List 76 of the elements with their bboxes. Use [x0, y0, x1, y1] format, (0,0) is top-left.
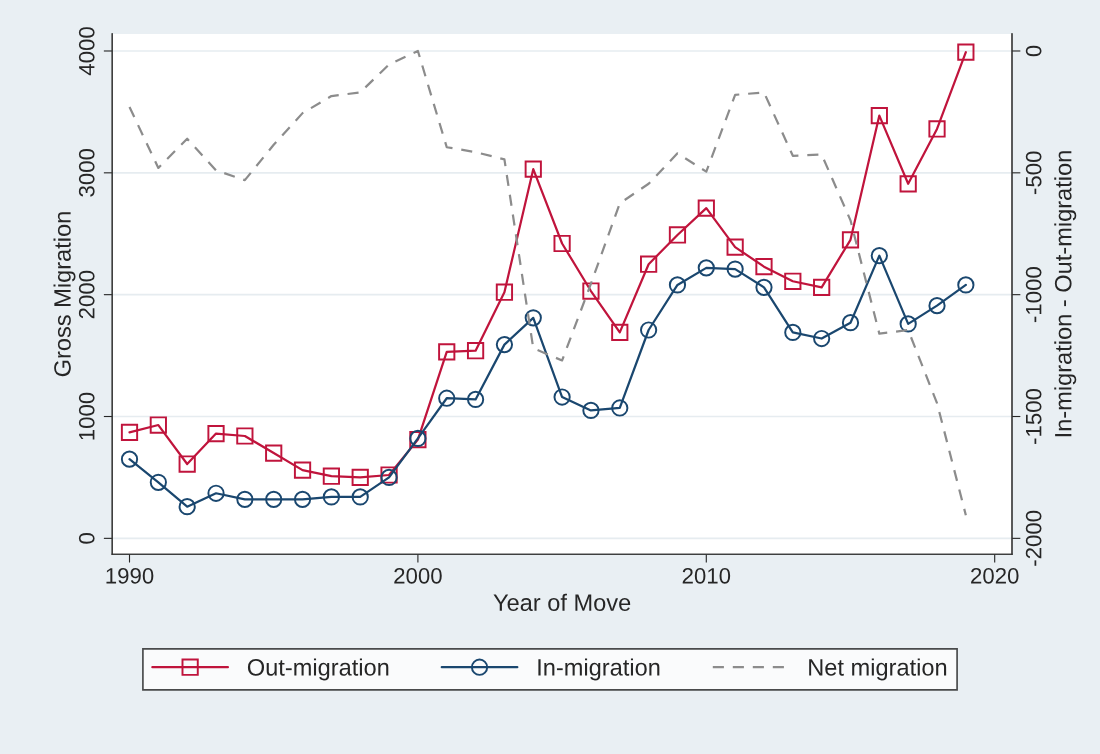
point	[611, 399, 629, 417]
y2-axis-title: In-migration - Out-migration	[1054, 151, 1077, 437]
point	[899, 175, 917, 193]
x-tick-label: 2000	[394, 567, 442, 584]
point	[524, 160, 542, 178]
legend-label: In-migration	[538, 658, 660, 681]
point	[755, 258, 773, 276]
point	[178, 455, 196, 473]
point	[120, 450, 139, 468]
point	[870, 106, 888, 125]
point	[697, 199, 715, 217]
legend-label: Out-migration	[247, 658, 389, 681]
y-tick-label: 3000	[78, 148, 95, 197]
point	[236, 427, 254, 445]
point	[293, 461, 312, 479]
point	[466, 390, 485, 409]
point	[120, 423, 139, 441]
point	[640, 321, 658, 339]
y2-tick-label: 0	[1025, 45, 1042, 57]
point	[726, 260, 744, 278]
point	[668, 276, 687, 294]
point	[236, 490, 254, 508]
x-axis-title: Year of Move	[493, 593, 631, 611]
point	[265, 490, 283, 508]
point	[466, 342, 485, 360]
point	[207, 424, 225, 443]
y-tick-label: 4000	[78, 27, 95, 76]
point	[438, 389, 456, 407]
point	[322, 467, 340, 485]
point	[495, 283, 514, 301]
point	[784, 272, 802, 290]
point	[207, 484, 225, 502]
point	[726, 238, 744, 256]
point	[553, 388, 571, 406]
point	[668, 226, 687, 244]
point	[870, 247, 888, 265]
y2-tick-label: -1500	[1025, 388, 1042, 444]
x-tick-label: 1990	[106, 567, 154, 584]
point	[928, 297, 946, 315]
point	[178, 498, 196, 516]
point	[640, 255, 658, 273]
point	[697, 259, 715, 277]
point	[438, 343, 456, 361]
point	[784, 323, 802, 342]
point	[582, 282, 600, 300]
y-tick-label: 2000	[78, 270, 95, 319]
y2-tick-label: -1000	[1025, 267, 1042, 323]
y-tick-label: 1000	[78, 392, 95, 440]
point	[841, 231, 860, 249]
y2-tick-label: -2000	[1025, 510, 1042, 566]
point	[928, 120, 946, 138]
point	[957, 276, 975, 294]
point	[322, 488, 340, 506]
legend-label: Net migration	[809, 658, 947, 681]
point	[611, 323, 629, 342]
point	[899, 315, 917, 333]
point	[957, 43, 975, 61]
point	[149, 473, 167, 491]
point	[755, 278, 773, 296]
point	[524, 309, 542, 327]
point	[265, 444, 283, 462]
y-axis-title: Gross Migration	[53, 212, 76, 377]
point	[813, 278, 831, 296]
point	[582, 401, 600, 420]
x-tick-label: 2020	[971, 567, 1019, 584]
point	[495, 336, 514, 354]
x-tick-label: 2010	[682, 567, 731, 584]
point	[351, 488, 369, 506]
point	[553, 234, 571, 253]
point	[149, 416, 167, 434]
point	[841, 314, 860, 332]
point	[293, 490, 312, 508]
y2-tick-label: -500	[1025, 151, 1042, 195]
point	[351, 468, 369, 487]
y-tick-label: 0	[78, 533, 95, 544]
point	[813, 329, 831, 348]
